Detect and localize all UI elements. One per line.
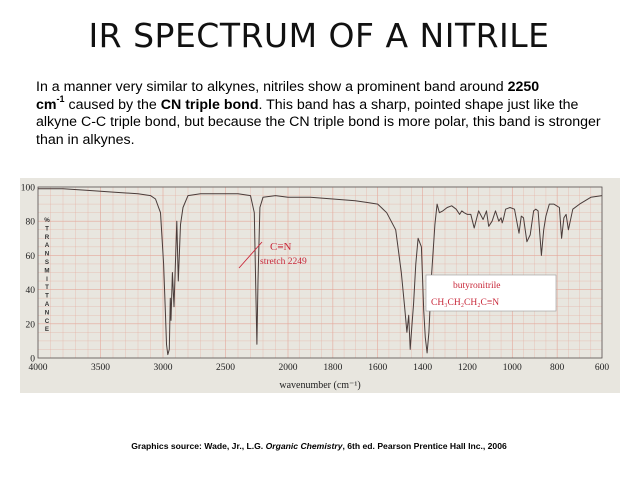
y-tick-label: 60 (26, 252, 36, 262)
y-axis-title-letter: T (45, 284, 49, 291)
intro-bold-unit: cm-1 (36, 93, 65, 113)
intro-text-2: caused by the (64, 96, 161, 113)
cn-stretch-label: C≡N (270, 241, 292, 253)
formula-nitrogen: N (492, 298, 499, 308)
y-axis-title-letter: A (45, 242, 50, 249)
intro-unit-exponent: -1 (56, 93, 65, 104)
y-axis-title-letter: T (45, 293, 49, 300)
y-tick-label: 20 (26, 320, 36, 330)
compound-formula: CH₃CH₂CH₂C≡N (431, 298, 499, 308)
x-tick-label: 2500 (216, 363, 235, 373)
y-axis-title-letter: I (46, 276, 48, 283)
y-axis-title-letter: T (45, 225, 49, 232)
x-tick-label: 2000 (279, 363, 298, 373)
y-axis-title-letter: % (44, 217, 50, 224)
y-axis-title-letter: R (45, 234, 50, 241)
y-axis-title-letter: M (44, 267, 49, 274)
intro-paragraph: In a manner very similar to alkynes, nit… (36, 79, 614, 149)
x-tick-label: 600 (595, 363, 610, 373)
x-tick-label: 3000 (154, 363, 173, 373)
spectrum-trace (38, 188, 603, 356)
y-tick-label: 0 (30, 355, 35, 365)
formula-chain: CH₃CH₂CH₂C (431, 298, 487, 308)
intro-unit-cm: cm (36, 96, 57, 113)
x-tick-label: 1000 (503, 363, 522, 373)
intro-text-3: . This band has a sharp, pointed shape j… (36, 96, 601, 148)
slide-title: IR SPECTRUM OF A NITRILE (88, 16, 550, 55)
y-axis-title-letter: N (45, 309, 50, 316)
y-axis-title-letter: A (45, 301, 50, 308)
grid-layer (37, 186, 603, 359)
x-tick-label: 800 (550, 363, 565, 373)
x-tick-label: 1200 (458, 363, 477, 373)
credit-book-title: Organic Chemistry (265, 441, 343, 451)
plot-frame (37, 186, 603, 359)
cn-stretch-pointer (238, 241, 263, 269)
y-axis-title-letter: N (45, 251, 50, 258)
y-axis-title-letter: S (45, 259, 49, 266)
ir-spectrum-chart: 0 20 40 60 80 100 4000 3500 3000 2500 2000 1800 160… (20, 178, 620, 393)
y-tick-labels: 0 20 40 60 80 100 (21, 184, 36, 365)
x-tick-label: 1400 (413, 363, 432, 373)
formula-triple-bond: ≡ (487, 298, 492, 308)
credit-prefix: Graphics source: Wade, Jr., L.G. (131, 441, 266, 451)
x-tick-label: 1800 (323, 363, 342, 373)
compound-name: butyronitrile (453, 281, 501, 291)
y-tick-label: 100 (21, 184, 36, 194)
y-tick-label: 40 (26, 286, 36, 296)
x-tick-label: 4000 (29, 363, 48, 373)
intro-bold-bond: CN triple bond (160, 96, 259, 113)
graphics-credit: Graphics source: Wade, Jr., L.G. Organic… (0, 441, 638, 451)
x-tick-label: 3500 (91, 363, 110, 373)
intro-bold-wavenumber: 2250 (507, 79, 540, 95)
x-tick-labels: 4000 3500 3000 2500 2000 1800 1600 1400 1200 1000… (29, 363, 610, 373)
credit-suffix: , 6th ed. Pearson Prentice Hall Inc., 20… (342, 441, 507, 451)
x-tick-label: 1600 (368, 363, 387, 373)
y-axis-title-letter: C (45, 318, 50, 325)
intro-text-1: In a manner very similar to alkynes, nit… (36, 79, 508, 95)
compound-box (425, 274, 557, 312)
y-axis-title-letter: E (45, 326, 49, 333)
y-tick-label: 80 (26, 218, 36, 228)
spectrum-svg: 0 20 40 60 80 100 4000 3500 3000 2500 2000 1800 160… (20, 178, 620, 393)
cn-stretch-value: stretch 2249 (260, 257, 307, 267)
x-axis-title: wavenumber (cm⁻¹) (279, 380, 360, 391)
